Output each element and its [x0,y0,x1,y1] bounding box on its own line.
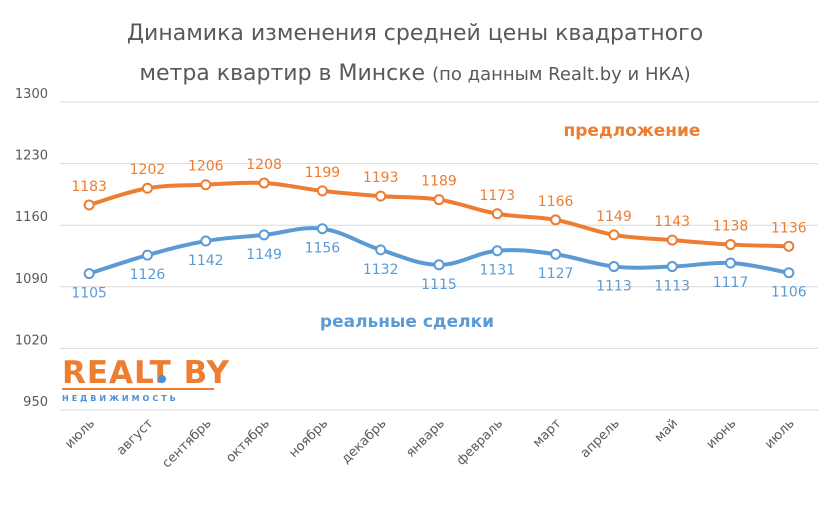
series-deals-point [491,245,503,257]
series-deals-point [83,268,95,280]
x-tick-label: май [652,416,681,445]
series-deals-data-label: 1131 [479,263,515,279]
series-deals-point [433,259,445,271]
data-labels: 1183 1202 1206 1208 1199 1193 1189 1173 1166 1149… [71,157,806,302]
series-offer-data-label: 1138 [713,219,749,235]
series-deals-data-label: 1117 [713,275,749,291]
series-lines [83,177,795,280]
series-deals-data-label: 1127 [538,266,574,282]
x-tick-label: июль [62,416,98,452]
series-offer-data-label: 1166 [538,194,574,210]
gridlines [60,101,818,411]
series-offer-data-label: 1136 [771,220,807,236]
series-offer-data-label: 1149 [596,209,632,225]
series-offer-point [141,182,153,194]
x-tick-label: январь [403,416,447,460]
chart-title-line2-main: метра квартир в Минске [139,61,432,86]
chart-title-line1: Динамика изменения средней цены квадратн… [127,21,703,46]
series-deals-data-label: 1142 [188,253,224,269]
series-deals-data-label: 1126 [130,267,166,283]
logo-dot-icon [158,375,166,383]
series-deals-point [666,261,678,273]
series-deals-data-label: 1105 [71,286,107,302]
series-deals-point [725,257,737,269]
series-deals-point [550,248,562,260]
series-deals-point [316,223,328,235]
x-tick-label: ноябрь [287,416,332,461]
y-tick-label: 1300 [15,87,48,102]
series-deals-point [375,244,387,256]
logo-text: REALT BY [62,355,230,391]
series-offer-point [433,194,445,206]
y-tick-label: 1160 [15,210,48,225]
realt-by-logo: REALT BY НЕДВИЖИМОСТЬ [62,355,230,403]
series-deals-point [783,267,795,279]
x-tick-label: октябрь [223,416,273,466]
chart-title-line2-paren: (по данным Realt.by и НКА) [432,64,691,85]
series-offer-data-label: 1183 [71,179,107,195]
y-tick-label: 950 [23,395,48,410]
series-offer-point [375,190,387,202]
x-tick-label: август [114,416,157,459]
series-deals-point [608,261,620,273]
series-label-deals: реальные сделки [320,312,494,332]
series-deals-data-label: 1156 [305,241,341,257]
series-deals-data-label: 1115 [421,277,457,293]
x-tick-label: февраль [454,416,506,468]
series-deals-data-label: 1113 [654,279,690,295]
series-deals-data-label: 1106 [771,285,807,301]
series-label-offer: предложение [564,121,701,141]
series-offer-point [200,179,212,191]
series-deals-data-label: 1149 [246,247,282,263]
x-tick-label: март [530,416,565,451]
series-offer-point [783,240,795,252]
series-deals-data-label: 1132 [363,262,399,278]
y-tick-label: 1090 [15,272,48,287]
series-offer-data-label: 1193 [363,170,399,186]
series-offer-data-label: 1208 [246,157,282,173]
y-tick-label: 1230 [15,149,48,164]
series-deals-data-label: 1113 [596,279,632,295]
series-offer-data-label: 1143 [654,214,690,230]
series-offer-data-label: 1199 [305,165,341,181]
x-tick-label: апрель [578,416,623,461]
series-offer-point [258,177,270,189]
y-tick-label: 1020 [15,333,48,348]
series-deals-point [258,229,270,241]
x-tick-label: декабрь [339,416,390,467]
series-offer-data-label: 1202 [130,162,166,178]
series-offer-point [316,185,328,197]
series-offer-data-label: 1173 [479,188,515,204]
x-axis-ticks: июль август сентябрь октябрь ноябрь декабрь ян… [62,416,797,471]
series-offer-point [550,214,562,226]
x-tick-label: июль [762,416,798,452]
x-tick-label: сентябрь [159,416,214,471]
series-deals-point [141,249,153,261]
series-offer-data-label: 1189 [421,174,457,190]
logo-subtext: НЕДВИЖИМОСТЬ [62,394,179,403]
series-deals-point [200,235,212,247]
series-offer-point [83,199,95,211]
x-tick-label: июнь [704,416,740,452]
series-offer-point [725,239,737,251]
chart-title-line2: метра квартир в Минске (по данным Realt.… [139,61,690,86]
series-offer-point [491,208,503,220]
series-offer-point [608,229,620,241]
y-axis-ticks: 950 1020 1090 1160 1230 1300 [15,87,48,410]
series-offer-data-label: 1206 [188,159,224,175]
series-offer-point [666,234,678,246]
